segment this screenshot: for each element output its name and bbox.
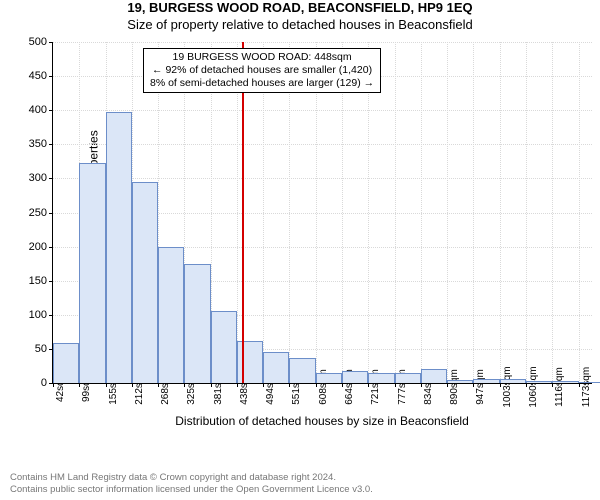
histogram-bar — [106, 112, 132, 383]
plot-region: Number of detached properties 0501001502… — [52, 42, 592, 384]
gridline-v — [421, 42, 422, 383]
gridline-v — [395, 42, 396, 383]
page-heading: 19, BURGESS WOOD ROAD, BEACONSFIELD, HP9… — [0, 0, 600, 15]
histogram-bar — [421, 369, 447, 383]
ytick-mark — [49, 144, 53, 145]
ytick-mark — [49, 213, 53, 214]
gridline-v — [473, 42, 474, 383]
page-subtitle: Size of property relative to detached ho… — [0, 17, 600, 32]
ytick-label: 250 — [29, 207, 47, 219]
histogram-bar — [263, 352, 289, 383]
ytick-label: 300 — [29, 172, 47, 184]
xtick-label: 1116sqm — [552, 367, 565, 407]
ytick-label: 150 — [29, 275, 47, 287]
xtick-label: 1173sqm — [579, 367, 592, 407]
histogram-bar — [184, 264, 210, 383]
histogram-bar — [368, 373, 394, 383]
histogram-bar — [79, 163, 105, 383]
gridline-h — [53, 178, 592, 179]
ytick-label: 400 — [29, 104, 47, 116]
copyright-line-1: Contains HM Land Registry data © Crown c… — [10, 472, 373, 484]
histogram-bar — [579, 382, 600, 383]
copyright-line-2: Contains public sector information licen… — [10, 484, 373, 496]
marker-annotation: 19 BURGESS WOOD ROAD: 448sqm ← 92% of de… — [143, 48, 381, 93]
histogram-bar — [316, 373, 342, 383]
ytick-mark — [49, 178, 53, 179]
ytick-mark — [49, 315, 53, 316]
ytick-label: 500 — [29, 36, 47, 48]
annotation-line-2: ← 92% of detached houses are smaller (1,… — [150, 64, 374, 77]
histogram-bar — [158, 247, 184, 383]
histogram-bar — [395, 373, 421, 383]
annotation-line-1: 19 BURGESS WOOD ROAD: 448sqm — [150, 51, 374, 64]
ytick-label: 50 — [35, 343, 47, 355]
x-axis-label: Distribution of detached houses by size … — [52, 414, 592, 428]
histogram-bar — [552, 381, 578, 383]
histogram-bar — [211, 311, 237, 383]
ytick-mark — [49, 281, 53, 282]
histogram-bar — [53, 343, 79, 383]
ytick-mark — [49, 42, 53, 43]
histogram-bar — [342, 371, 368, 383]
histogram-chart: Number of detached properties 0501001502… — [52, 42, 592, 422]
gridline-v — [447, 42, 448, 383]
ytick-mark — [49, 76, 53, 77]
histogram-bar — [447, 380, 473, 383]
ytick-mark — [49, 247, 53, 248]
histogram-bar — [132, 182, 158, 383]
gridline-v — [552, 42, 553, 383]
ytick-label: 0 — [41, 377, 47, 389]
gridline-h — [53, 42, 592, 43]
histogram-bar — [500, 379, 526, 383]
xtick-label: 1003sqm — [500, 366, 513, 407]
gridline-v — [526, 42, 527, 383]
ytick-mark — [49, 110, 53, 111]
histogram-bar — [473, 379, 499, 383]
xtick-label: 947sqm — [473, 369, 486, 405]
ytick-label: 100 — [29, 309, 47, 321]
histogram-bar — [289, 358, 315, 383]
gridline-v — [579, 42, 580, 383]
ytick-label: 200 — [29, 241, 47, 253]
xtick-label: 890sqm — [447, 369, 460, 405]
xtick-label: 1060sqm — [526, 366, 539, 407]
gridline-h — [53, 144, 592, 145]
ytick-label: 450 — [29, 70, 47, 82]
ytick-label: 350 — [29, 138, 47, 150]
histogram-bar — [526, 381, 552, 383]
gridline-h — [53, 110, 592, 111]
gridline-v — [500, 42, 501, 383]
annotation-line-3: 8% of semi-detached houses are larger (1… — [150, 77, 374, 90]
copyright-notice: Contains HM Land Registry data © Crown c… — [10, 472, 373, 496]
